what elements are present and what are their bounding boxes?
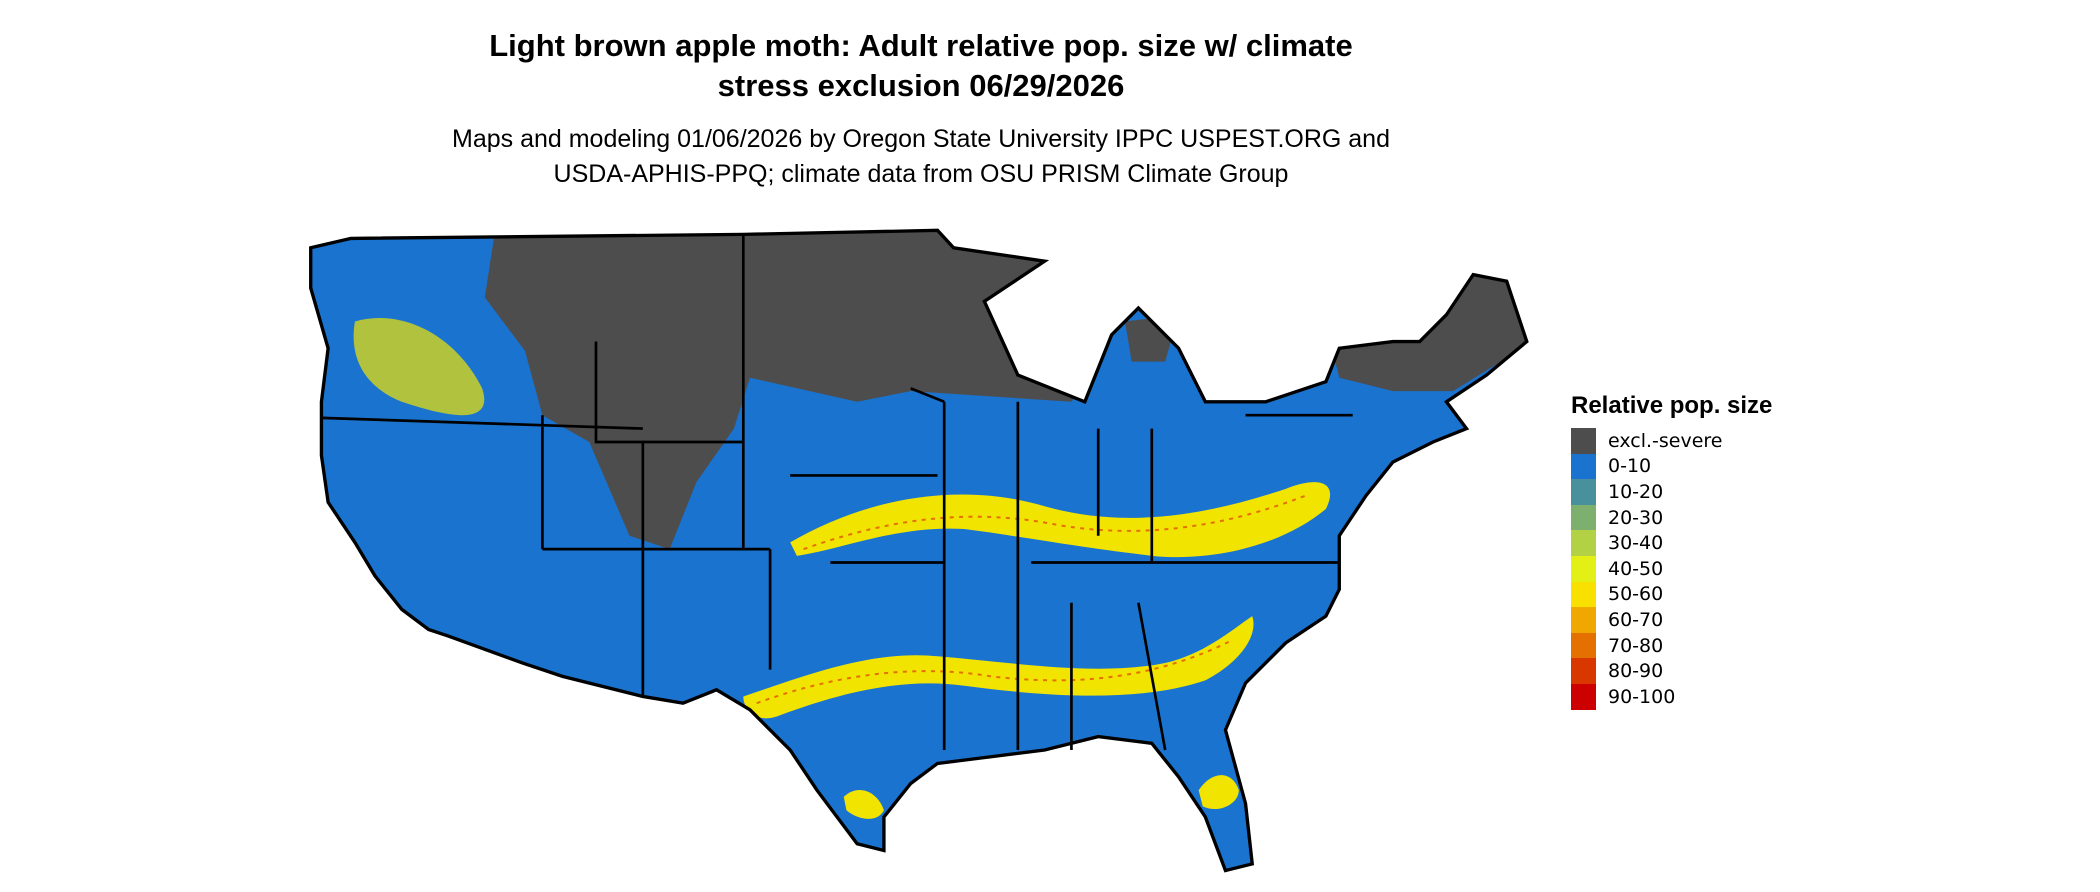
legend-item: 10-20 xyxy=(1571,479,1772,505)
legend-swatch xyxy=(1571,479,1596,505)
legend-label: 30-40 xyxy=(1608,532,1664,555)
band-ridge xyxy=(756,494,1307,705)
legend-label: 90-100 xyxy=(1608,685,1676,708)
legend-item: excl.-severe xyxy=(1571,428,1772,454)
legend-item: 0-10 xyxy=(1571,453,1772,480)
legend-label: excl.-severe xyxy=(1608,429,1723,452)
subtitle-line-1: Maps and modeling 01/06/2026 by Oregon S… xyxy=(452,125,1390,153)
legend-item: 80-90 xyxy=(1571,658,1772,684)
legend-item: 60-70 xyxy=(1571,607,1772,633)
band-central xyxy=(790,482,1331,558)
legend-item: 90-100 xyxy=(1571,683,1772,710)
legend-item: 30-40 xyxy=(1571,530,1772,556)
legend-label: 20-30 xyxy=(1608,506,1664,529)
legend-swatch xyxy=(1571,632,1596,659)
legend-label: 70-80 xyxy=(1608,634,1664,657)
band-west xyxy=(353,318,485,416)
legend-label: 10-20 xyxy=(1608,480,1664,503)
legend-label: 0-10 xyxy=(1608,455,1652,478)
conus-outline xyxy=(309,228,1529,873)
legend-item: 70-80 xyxy=(1571,632,1772,659)
legend-item: 50-60 xyxy=(1571,581,1772,608)
legend-swatch xyxy=(1571,683,1596,710)
legend-item: 40-50 xyxy=(1571,555,1772,582)
legend-swatch xyxy=(1571,453,1596,480)
legend-swatch xyxy=(1571,555,1596,582)
legend-swatch xyxy=(1571,658,1596,684)
map-subtitle: Maps and modeling 01/06/2026 by Oregon S… xyxy=(0,122,1842,192)
legend-label: 50-60 xyxy=(1608,583,1664,606)
legend-swatch xyxy=(1571,581,1596,608)
legend-item: 20-30 xyxy=(1571,504,1772,531)
map-title: Light brown apple moth: Adult relative p… xyxy=(0,26,1842,106)
excluded-region-north xyxy=(484,230,1085,550)
legend-label: 80-90 xyxy=(1608,660,1664,683)
title-line-2: stress exclusion 06/29/2026 xyxy=(717,68,1125,103)
band-florida xyxy=(1198,775,1239,810)
legend-swatch xyxy=(1571,504,1596,531)
legend-swatch xyxy=(1571,428,1596,454)
legend-swatch xyxy=(1571,530,1596,556)
band-texas-coast xyxy=(843,789,884,819)
state-borders xyxy=(321,234,1353,751)
subtitle-line-2: USDA-APHIS-PPQ; climate data from OSU PR… xyxy=(553,160,1289,188)
legend-swatch xyxy=(1571,607,1596,633)
legend-title: Relative pop. size xyxy=(1571,392,1773,419)
title-line-1: Light brown apple moth: Adult relative p… xyxy=(489,28,1353,63)
legend: Relative pop. size excl.-severe 0-10 10-20… xyxy=(1571,392,1772,710)
legend-label: 40-50 xyxy=(1608,557,1664,580)
legend-label: 60-70 xyxy=(1608,608,1664,631)
band-south xyxy=(743,616,1254,719)
legend-items: excl.-severe 0-10 10-20 20-30 30-40 40-50 50-6… xyxy=(1571,428,1772,710)
